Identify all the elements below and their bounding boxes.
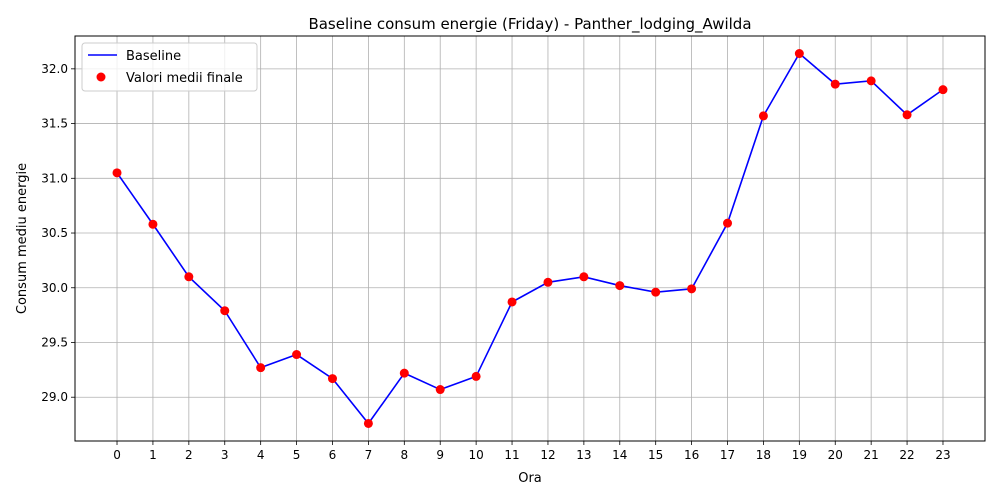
data-point (758, 111, 768, 121)
data-point (830, 79, 840, 89)
x-tick-label: 5 (293, 448, 301, 462)
y-axis-label: Consum mediu energie (15, 163, 30, 314)
plot-area-frame (74, 35, 986, 442)
legend-label-baseline: Baseline (126, 49, 181, 64)
data-point (184, 272, 194, 282)
data-point (723, 218, 733, 228)
x-axis-ticks: 0 1 2 3 4 5 6 7 8 9 10 11 12 13 14 15 16 17 18 19 20 21 22 23 (113, 441, 951, 462)
data-point (435, 385, 445, 395)
data-point (543, 277, 553, 287)
grid (75, 36, 985, 441)
data-point (938, 85, 948, 95)
x-tick-label: 23 (935, 448, 950, 462)
x-tick-label: 21 (864, 448, 879, 462)
data-point (327, 374, 337, 384)
y-tick-label: 30.5 (41, 226, 68, 240)
y-axis-ticks: 29.0 29.5 30.0 30.5 31.0 31.5 32.0 (41, 62, 75, 404)
y-tick-label: 29.5 (41, 335, 68, 349)
legend-label-valori: Valori medii finale (126, 71, 243, 86)
legend-scatter-marker (96, 72, 106, 82)
x-tick-label: 10 (468, 448, 483, 462)
y-tick-label: 32.0 (41, 62, 68, 76)
data-point (399, 368, 409, 378)
data-point (866, 76, 876, 86)
x-tick-label: 13 (576, 448, 591, 462)
legend-box (81, 42, 258, 92)
data-point (363, 418, 373, 428)
data-point (615, 281, 625, 291)
x-tick-label: 6 (329, 448, 337, 462)
series-layer (112, 49, 948, 428)
x-tick-label: 16 (684, 448, 699, 462)
data-point (112, 168, 122, 178)
x-tick-label: 22 (899, 448, 914, 462)
y-tick-label: 29.0 (41, 390, 68, 404)
data-point (687, 284, 697, 294)
data-point (651, 287, 661, 297)
data-point (220, 306, 230, 316)
legend: Baseline Valori medii finale (81, 42, 258, 92)
y-tick-label: 31.5 (41, 117, 68, 131)
x-tick-label: 2 (185, 448, 193, 462)
y-tick-label: 31.0 (41, 171, 68, 185)
x-tick-label: 11 (504, 448, 519, 462)
x-tick-label: 0 (113, 448, 121, 462)
x-tick-label: 12 (540, 448, 555, 462)
x-tick-label: 3 (221, 448, 229, 462)
data-point (794, 49, 804, 59)
data-point (902, 110, 912, 120)
x-axis-label: Ora (518, 471, 542, 486)
x-tick-label: 20 (828, 448, 843, 462)
x-tick-label: 8 (400, 448, 408, 462)
data-point (256, 363, 266, 373)
data-point (292, 350, 302, 360)
x-tick-label: 19 (792, 448, 807, 462)
data-point (579, 272, 589, 282)
x-tick-label: 4 (257, 448, 265, 462)
x-tick-label: 18 (756, 448, 771, 462)
data-point (471, 371, 481, 381)
x-tick-label: 15 (648, 448, 663, 462)
data-point (148, 219, 158, 229)
x-tick-label: 7 (365, 448, 373, 462)
x-tick-label: 14 (612, 448, 627, 462)
x-tick-label: 17 (720, 448, 735, 462)
x-tick-label: 9 (436, 448, 444, 462)
x-tick-label: 1 (149, 448, 157, 462)
series-line-baseline (116, 52, 944, 425)
data-point (507, 297, 517, 307)
chart-title: Baseline consum energie (Friday) - Panth… (308, 15, 751, 34)
y-tick-label: 30.0 (41, 281, 68, 295)
